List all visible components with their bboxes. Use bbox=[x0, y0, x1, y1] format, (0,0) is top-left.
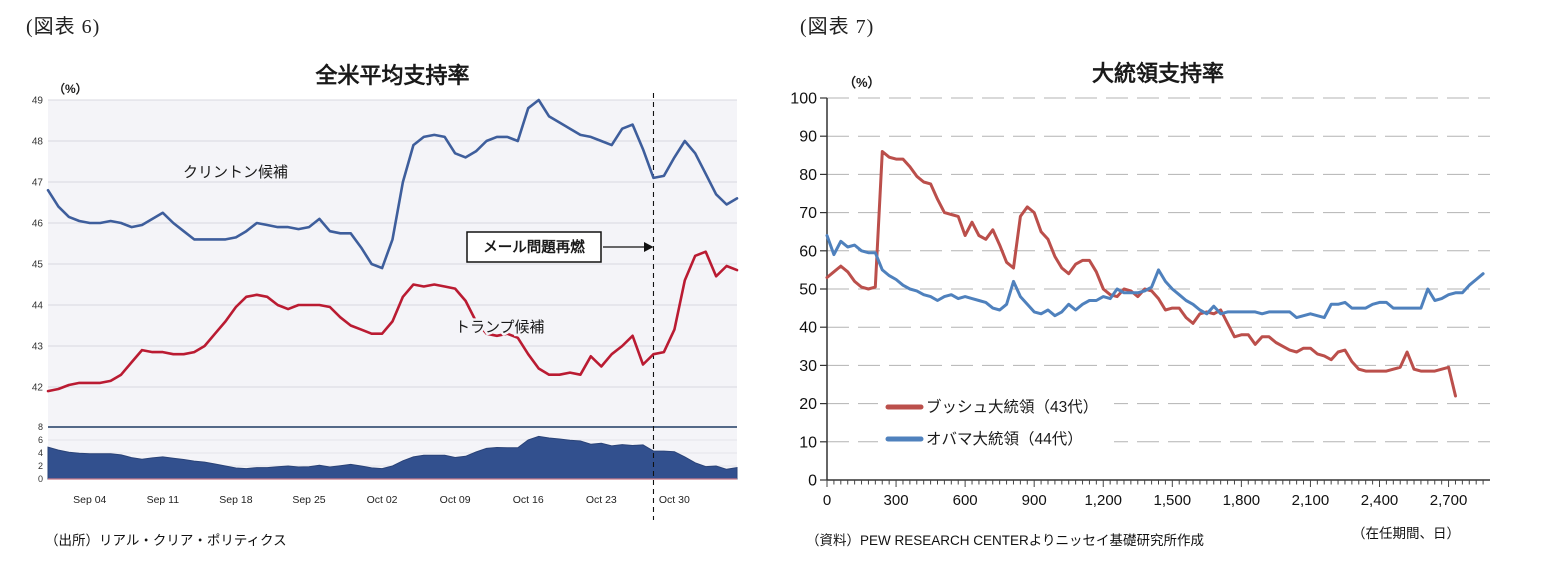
spread-axis-tick-label: 4 bbox=[38, 448, 43, 458]
x-axis-unit-note: （在任期間、日） bbox=[1352, 526, 1460, 541]
spread-axis-tick-label: 6 bbox=[38, 435, 43, 445]
x-axis-tick-label: 2,100 bbox=[1292, 492, 1330, 509]
x-axis-tick-label: Sep 25 bbox=[292, 494, 325, 506]
y-axis-tick-label: 47 bbox=[32, 178, 44, 189]
percent-unit-label: （%） bbox=[53, 81, 88, 96]
x-axis-tick-label: 600 bbox=[953, 492, 978, 509]
y-axis-tick-label: 50 bbox=[799, 282, 817, 299]
x-axis-tick-label: 900 bbox=[1022, 492, 1047, 509]
y-axis-tick-label: 80 bbox=[799, 167, 817, 184]
x-axis-tick-label: Sep 18 bbox=[219, 494, 252, 506]
x-axis-tick-label: Oct 23 bbox=[586, 494, 617, 506]
x-axis-tick-label: Sep 04 bbox=[73, 494, 106, 506]
y-axis-tick-label: 40 bbox=[799, 320, 817, 337]
right-chart-source: （資料）PEW RESEARCH CENTERよりニッセイ基礎研究所作成 bbox=[806, 533, 1204, 548]
x-axis-tick-label: 300 bbox=[884, 492, 909, 509]
x-axis-tick-label: Oct 30 bbox=[659, 494, 690, 506]
y-axis-tick-label: 100 bbox=[790, 91, 817, 108]
x-axis-tick-label: 1,800 bbox=[1223, 492, 1261, 509]
y-axis-tick-label: 42 bbox=[32, 383, 44, 394]
x-axis-tick-label: 2,700 bbox=[1430, 492, 1468, 509]
x-axis-tick-label: Oct 16 bbox=[513, 494, 544, 506]
plot-background bbox=[48, 100, 737, 479]
y-axis-tick-label: 44 bbox=[32, 301, 44, 312]
y-axis-tick-label: 43 bbox=[32, 342, 44, 353]
series-label-trump: トランプ候補 bbox=[455, 319, 545, 336]
annotation-arrow-head bbox=[644, 242, 654, 252]
y-axis-tick-label: 90 bbox=[799, 129, 817, 146]
y-axis-tick-label: 46 bbox=[32, 219, 44, 230]
x-axis-tick-label: 2,400 bbox=[1361, 492, 1399, 509]
left-chart-source: （出所）リアル・クリア・ポリティクス bbox=[45, 533, 287, 548]
spread-axis-tick-label: 8 bbox=[38, 422, 43, 432]
legend-label-obama: オバマ大統領（44代） bbox=[926, 430, 1083, 448]
clinton-line bbox=[46, 98, 739, 270]
y-axis-tick-label: 10 bbox=[799, 434, 817, 451]
x-axis-tick-label: 0 bbox=[823, 492, 831, 509]
x-axis-tick-label: Sep 11 bbox=[147, 494, 180, 506]
x-axis-tick-label: Oct 09 bbox=[440, 494, 471, 506]
legend-label-bush: ブッシュ大統領（43代） bbox=[926, 397, 1098, 416]
spread-axis-tick-label: 0 bbox=[38, 474, 43, 484]
x-axis-tick-label: 1,200 bbox=[1084, 492, 1122, 509]
series-label-clinton: クリントン候補 bbox=[183, 164, 288, 181]
spread-area bbox=[47, 435, 738, 480]
email-annotation-label: メール問題再燃 bbox=[483, 238, 585, 256]
figure7-caption: (図表 7) bbox=[800, 16, 875, 38]
y-axis-tick-label: 48 bbox=[32, 137, 44, 148]
y-axis-tick-label: 70 bbox=[799, 205, 817, 222]
bush-line bbox=[825, 150, 1457, 398]
y-axis-tick-label: 60 bbox=[799, 243, 817, 260]
x-axis-tick-label: 1,500 bbox=[1154, 492, 1192, 509]
x-axis-tick-label: Oct 02 bbox=[367, 494, 398, 506]
y-axis-tick-label: 30 bbox=[799, 358, 817, 375]
figure6-caption: (図表 6) bbox=[26, 16, 101, 38]
y-axis-tick-label: 20 bbox=[799, 396, 817, 413]
obama-line bbox=[825, 234, 1485, 320]
trump-line bbox=[46, 250, 739, 393]
y-axis-tick-label: 49 bbox=[32, 96, 44, 107]
legend-background bbox=[878, 393, 1114, 453]
percent-unit-label: （%） bbox=[843, 75, 881, 90]
y-axis-tick-label: 0 bbox=[808, 473, 817, 490]
spread-axis-tick-label: 2 bbox=[38, 461, 43, 471]
chart-title: 全米平均支持率 bbox=[314, 63, 469, 88]
email-annotation-box bbox=[466, 231, 602, 263]
y-axis-tick-label: 45 bbox=[32, 260, 44, 271]
chart-title: 大統領支持率 bbox=[1092, 61, 1224, 86]
